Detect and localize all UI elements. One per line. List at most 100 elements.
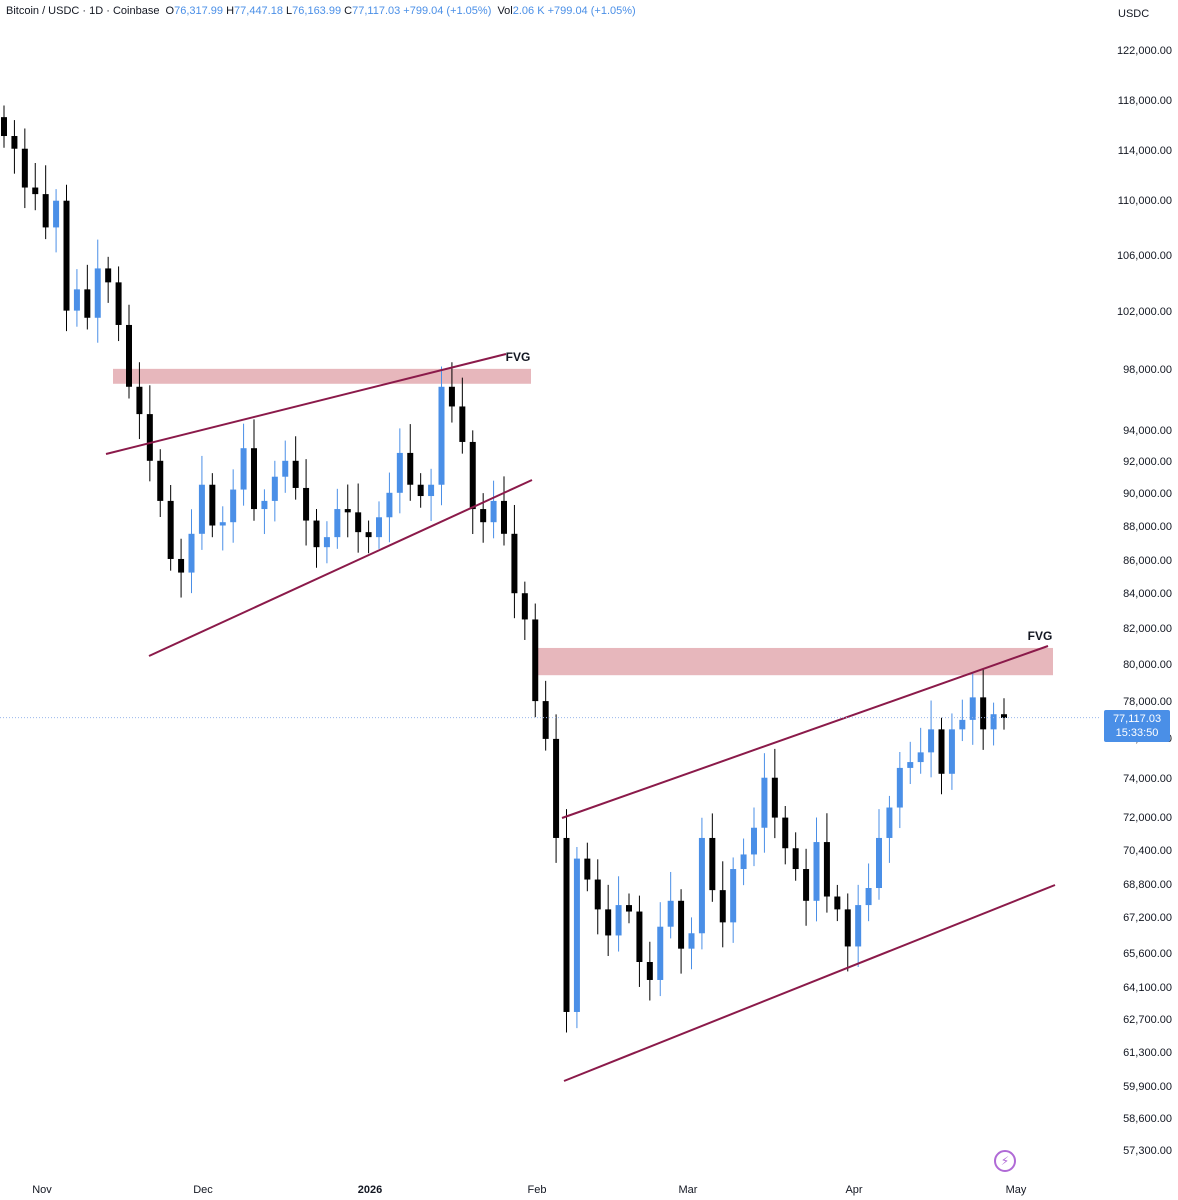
trendline: [148, 479, 533, 657]
candle-body: [969, 697, 976, 720]
candle-body: [490, 500, 497, 523]
candle-body: [823, 842, 830, 897]
candle: [886, 795, 893, 863]
close-label: C: [344, 5, 353, 17]
candle: [761, 753, 768, 853]
y-tick-label: 92,000.00: [1123, 456, 1172, 468]
candle-body: [73, 289, 80, 311]
candle: [42, 165, 49, 240]
fvg-zone: [113, 368, 531, 384]
candle-body: [740, 854, 747, 870]
candle-body: [157, 460, 164, 501]
candle-body: [303, 487, 310, 521]
candle-body: [751, 827, 757, 855]
candle-body: [792, 848, 799, 870]
candle: [782, 806, 789, 865]
candle: [94, 239, 101, 343]
candle: [136, 362, 143, 440]
candle: [792, 832, 799, 881]
candle: [126, 304, 132, 399]
volume-label: Vol: [497, 5, 513, 17]
candle-body: [886, 807, 893, 838]
candle: [521, 581, 528, 640]
candle: [386, 472, 393, 543]
candle-body: [271, 476, 278, 501]
symbol-name[interactable]: Bitcoin / USDC · 1D · Coinbase: [6, 5, 160, 17]
y-tick-label: 74,000.00: [1123, 773, 1172, 785]
candle: [594, 859, 601, 935]
candle-body: [407, 452, 414, 485]
candle-body: [501, 500, 507, 534]
candle: [313, 508, 320, 568]
candle: [396, 428, 403, 514]
y-tick-label: 122,000.00: [1117, 45, 1172, 57]
x-tick-label: Nov: [32, 1184, 52, 1196]
candle-body: [94, 268, 101, 318]
candle: [667, 871, 674, 939]
candle: [948, 713, 955, 790]
candle-body: [42, 194, 49, 228]
candle: [323, 521, 330, 564]
candle-body: [928, 729, 935, 753]
candle: [855, 884, 862, 967]
candle: [344, 484, 351, 538]
candle-body: [313, 520, 320, 548]
candle: [167, 484, 174, 571]
y-tick-label: 57,300.00: [1123, 1145, 1172, 1157]
candle: [678, 889, 685, 974]
candle-body: [615, 905, 622, 936]
candle: [355, 483, 362, 553]
change-value: +799.04 (+1.05%): [403, 5, 492, 17]
y-tick-label: 118,000.00: [1118, 95, 1172, 107]
candle-body: [84, 289, 91, 318]
y-tick-label: 70,400.00: [1123, 845, 1172, 857]
candle-body: [292, 460, 299, 488]
candle-body: [417, 484, 424, 497]
x-tick-label: Apr: [845, 1184, 862, 1196]
candle: [21, 128, 28, 209]
y-tick-label: 64,100.00: [1123, 982, 1172, 994]
candle-body: [594, 879, 601, 910]
x-tick-label: 2026: [358, 1184, 382, 1196]
candle: [198, 455, 205, 550]
candle-body: [584, 858, 591, 880]
candle: [719, 861, 726, 948]
candle-body: [834, 896, 841, 910]
candle-body: [251, 448, 257, 510]
open-value: 76,317.99: [174, 5, 224, 17]
candle: [907, 741, 914, 785]
y-tick-label: 72,000.00: [1123, 812, 1172, 824]
candle-body: [657, 926, 664, 980]
candle-body: [542, 701, 549, 739]
candle: [501, 476, 507, 546]
candle-body: [209, 484, 216, 526]
y-tick-label: 58,600.00: [1123, 1113, 1172, 1125]
candle: [917, 727, 924, 774]
candle: [605, 884, 612, 956]
candle: [896, 751, 903, 829]
candle-body: [573, 858, 580, 1012]
y-tick-label: 61,300.00: [1123, 1047, 1172, 1059]
candle: [553, 714, 560, 863]
candle: [615, 876, 622, 952]
candle-body: [803, 869, 810, 901]
lightning-icon[interactable]: ⚡: [994, 1150, 1016, 1172]
candle: [448, 362, 455, 423]
candle: [230, 469, 237, 543]
candle: [771, 748, 778, 839]
candle: [32, 163, 39, 211]
candle-body: [355, 512, 362, 533]
candle: [209, 473, 216, 538]
candle-body: [761, 777, 768, 828]
candle: [219, 506, 226, 551]
y-tick-label: 110,000.00: [1118, 195, 1172, 207]
y-tick-label: 59,900.00: [1123, 1081, 1172, 1093]
candle: [271, 460, 278, 522]
candle: [73, 269, 80, 327]
y-tick-label: 67,200.00: [1123, 912, 1172, 924]
candle-body: [323, 537, 330, 548]
candle: [303, 459, 310, 546]
candle-body: [438, 386, 445, 485]
